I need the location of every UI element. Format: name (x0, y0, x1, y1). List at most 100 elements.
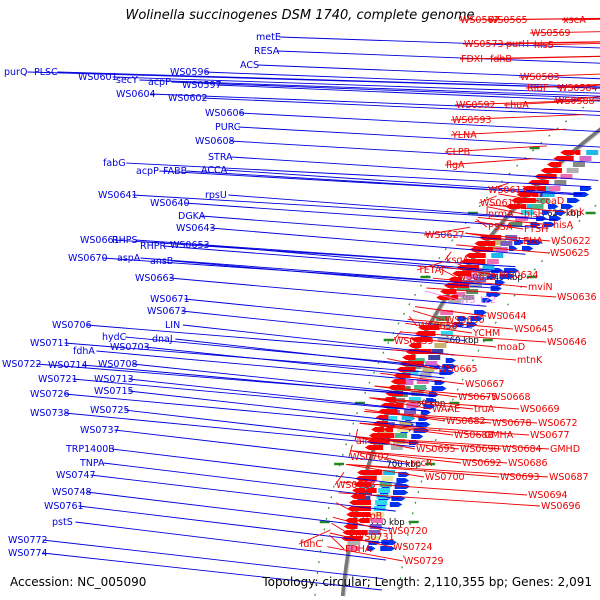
leader-line (171, 81, 600, 99)
gene-label: xseA (563, 15, 586, 26)
outer-dotted-ring (314, 94, 600, 597)
scale-label: 700 kbp (386, 460, 421, 470)
leader-line (169, 277, 487, 307)
leader-line (201, 215, 537, 243)
gene-label: WS0606 (205, 108, 245, 119)
leader-line (204, 244, 512, 273)
forward-gene-arrow (495, 280, 506, 285)
gene-label: WS0720 (388, 526, 428, 537)
gene-label: fdhC (300, 539, 322, 550)
gene-label: WS0677 (530, 430, 570, 441)
leader-line (331, 522, 355, 538)
forward-gene-arrow (567, 198, 580, 203)
gene-label: WS0616 (480, 198, 520, 209)
inner-dotted-ring (397, 200, 600, 597)
gene-label: WS0569 (531, 28, 571, 39)
feature-block (358, 490, 372, 495)
feature-block (401, 415, 414, 420)
leader-line (458, 17, 600, 21)
reverse-gene-arrow (344, 518, 358, 523)
forward-gene-arrow (482, 298, 493, 303)
reverse-gene-arrow (343, 524, 358, 529)
forward-gene-arrow (396, 478, 410, 483)
gene-label: WS0684 (502, 444, 542, 455)
gene-label: PLSC (34, 67, 58, 78)
feature-block (373, 506, 386, 511)
leader-line (332, 516, 388, 532)
gene-label: WS0696 (541, 501, 581, 512)
gene-label: WS0584 (558, 83, 598, 94)
gene-label: FTSH (524, 224, 548, 235)
reverse-gene-arrow (418, 325, 435, 330)
reverse-gene-arrow (516, 192, 531, 197)
feature-block (560, 174, 573, 179)
gene-label: WS0604 (116, 89, 156, 100)
leader-line (228, 194, 557, 221)
gene-label: WS0592 (456, 100, 496, 111)
leader-line (64, 412, 416, 448)
leader-line (229, 140, 600, 164)
leader-line (529, 31, 600, 34)
leader-line (140, 257, 501, 286)
scale-label: 720 kbp (370, 518, 405, 528)
leader-line (439, 268, 457, 278)
feature-block (542, 192, 555, 197)
gene-label: WS0593 (452, 115, 492, 126)
feature-block (470, 283, 483, 288)
gene-label: WS0661 (80, 235, 120, 246)
scale-label: 620 kbp (547, 209, 582, 219)
feature-block (383, 470, 396, 475)
leader-line (426, 287, 557, 298)
leader-line (57, 71, 600, 89)
gene-label: WS0596 (170, 67, 210, 78)
feature-block (448, 298, 462, 303)
gene-label: ACCA (201, 165, 228, 176)
feature-block (422, 367, 435, 372)
leader-line (128, 378, 430, 412)
gene-label: WS0774 (8, 548, 48, 559)
feature-block (440, 331, 453, 336)
forward-gene-arrow (470, 316, 484, 321)
leader-line (182, 324, 457, 356)
reverse-gene-arrow (474, 241, 491, 246)
gene-label: pstS (52, 517, 73, 528)
leader-line (96, 350, 443, 383)
leader-line (329, 532, 393, 548)
gene-label: TNPA (79, 458, 105, 469)
leader-line (238, 126, 600, 148)
leader-line (400, 331, 547, 343)
leader-line (414, 306, 487, 317)
feature-block (474, 277, 487, 282)
feature-block (586, 150, 599, 155)
forward-gene-arrow (579, 186, 593, 191)
gene-label: WS0597 (182, 80, 222, 91)
leader-line (335, 502, 362, 517)
gene-label: WS0714 (48, 360, 88, 371)
leader-line (488, 56, 600, 60)
leader-line (186, 170, 583, 196)
forward-gene-arrow (411, 434, 424, 439)
gene-label: WS0663 (135, 273, 175, 284)
gene-label: WS0608 (195, 136, 235, 147)
forward-gene-arrow (499, 274, 515, 279)
leader-line (518, 73, 600, 78)
leader-line (444, 158, 534, 166)
leader-line (72, 378, 430, 412)
gene-label: WS0634 (499, 270, 539, 281)
reverse-gene-arrow (402, 355, 416, 360)
reverse-gene-arrow (352, 488, 365, 493)
gene-label: purH (506, 39, 529, 50)
forward-gene-arrow (392, 490, 409, 495)
gene-label: WS0650 (445, 315, 485, 326)
reverse-gene-arrow (369, 470, 383, 475)
feature-block (390, 445, 403, 450)
gene-label: RHPS (112, 235, 138, 246)
leader-line (184, 202, 549, 229)
leader-line (111, 448, 404, 485)
leader-line (144, 346, 445, 379)
leader-line (374, 385, 491, 398)
gene-label: WS0583 (520, 72, 560, 83)
gene-label: WS0722 (2, 359, 42, 370)
gene-label: WS0641 (98, 190, 138, 201)
gene-label: WS0659 (394, 336, 434, 347)
